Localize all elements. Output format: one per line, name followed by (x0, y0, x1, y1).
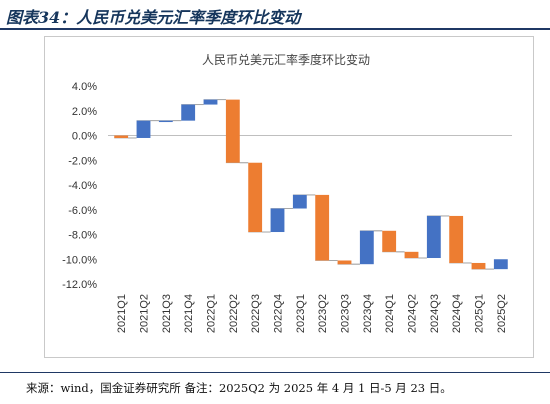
y-tick-label: -4.0% (68, 180, 97, 192)
x-tick-label: 2024Q1 (384, 294, 396, 333)
bar-2021Q2 (136, 120, 151, 138)
chart-frame (44, 36, 534, 358)
x-tick-label: 2024Q4 (451, 294, 463, 333)
y-tick-label: -10.0% (62, 254, 97, 266)
bar-2024Q1 (382, 230, 397, 252)
y-tick-label: -6.0% (68, 205, 97, 217)
bar-2022Q1 (203, 99, 218, 105)
bar-2024Q3 (426, 215, 441, 259)
x-tick-label: 2025Q1 (474, 294, 486, 333)
bar-2023Q2 (315, 194, 330, 261)
x-tick-label: 2024Q2 (407, 294, 419, 333)
bar-2024Q2 (404, 251, 419, 259)
bar-2023Q1 (292, 194, 307, 209)
bar-2022Q2 (225, 99, 240, 163)
x-tick-label: 2023Q4 (362, 294, 374, 333)
bar-2022Q4 (270, 208, 285, 233)
bar-2025Q2 (493, 259, 508, 270)
x-tick-label: 2021Q1 (116, 294, 128, 333)
footer-rule (0, 372, 550, 373)
x-tick-label: 2021Q3 (161, 294, 173, 333)
y-tick-label: 0.0% (72, 131, 97, 143)
x-tick-label: 2022Q3 (250, 294, 262, 333)
x-tick-label: 2023Q1 (295, 294, 307, 333)
x-tick-label: 2021Q4 (183, 294, 195, 333)
figure-title: 图表34：人民币兑美元汇率季度环比变动 (6, 8, 301, 27)
bar-2022Q3 (248, 162, 263, 233)
bars (114, 99, 508, 270)
waterfall-chart: 人民币兑美元汇率季度环比变动 4.0% 2.0% 0.0% -2.0% -4.0% -6.… (62, 52, 512, 333)
bar-2025Q1 (471, 262, 486, 270)
bar-2021Q4 (181, 104, 196, 121)
y-axis: 4.0% 2.0% 0.0% -2.0% -4.0% -6.0% -8.0% -10.0% -1… (62, 81, 512, 291)
x-tick-label: 2022Q1 (206, 294, 218, 333)
bar-2023Q4 (359, 230, 374, 265)
y-tick-label: -12.0% (62, 279, 97, 291)
y-tick-label: 2.0% (72, 106, 97, 118)
x-tick-label: 2024Q3 (429, 294, 441, 333)
chart-title: 人民币兑美元汇率季度环比变动 (202, 52, 370, 67)
x-tick-label: 2021Q2 (139, 294, 151, 333)
source-note: 来源：wind，国金证券研究所 备注：2025Q2 为 2025 年 4 月 1… (26, 381, 452, 395)
x-tick-label: 2022Q2 (228, 294, 240, 333)
bar-2021Q1 (114, 135, 129, 138)
y-tick-label: -2.0% (68, 155, 97, 167)
x-tick-label: 2022Q4 (273, 294, 285, 333)
y-tick-label: 4.0% (72, 81, 97, 93)
x-tick-label: 2023Q2 (317, 294, 329, 333)
title-rule (0, 28, 550, 30)
bar-2023Q3 (337, 260, 352, 265)
y-tick-label: -8.0% (68, 230, 97, 242)
x-tick-label: 2023Q3 (340, 294, 352, 333)
x-tick-label: 2025Q2 (496, 294, 508, 333)
x-axis: 2021Q1 2021Q2 2021Q3 2021Q4 2022Q1 2022Q2 2022… (116, 294, 508, 333)
bar-2021Q3 (158, 120, 173, 123)
bar-2024Q4 (449, 215, 464, 263)
